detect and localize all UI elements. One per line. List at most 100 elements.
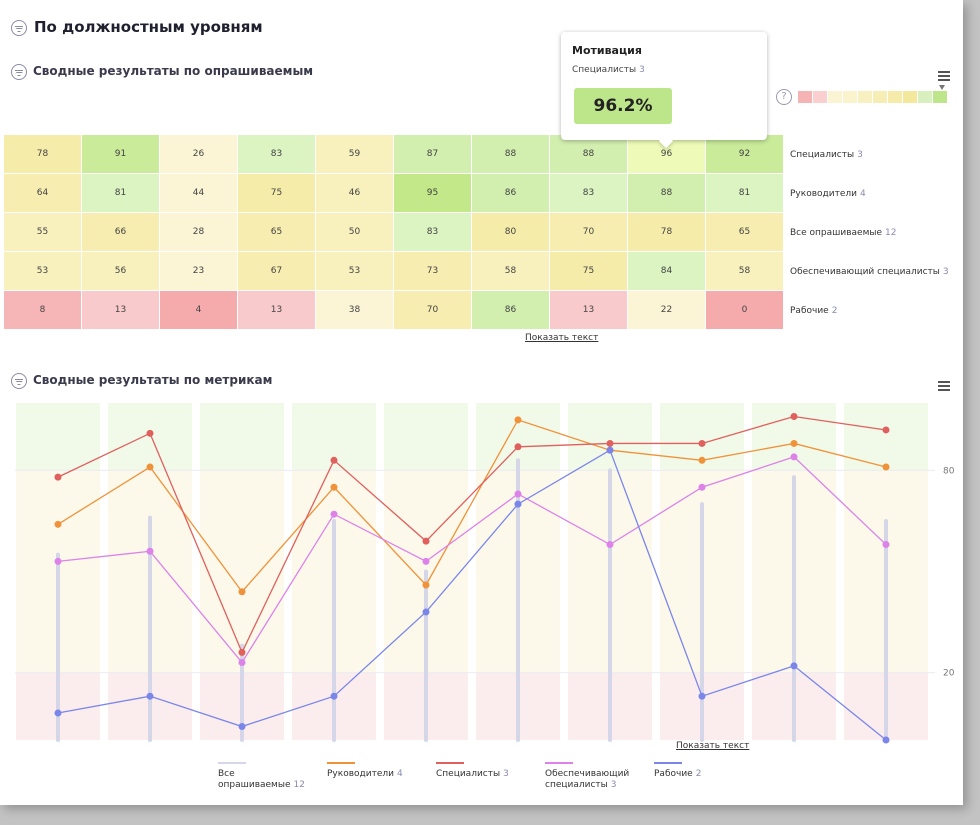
series-point (422, 557, 430, 565)
report-page: По должностным уровням Сводные результат… (0, 0, 963, 805)
heatmap-cell[interactable]: 26 (160, 135, 237, 173)
heatmap-cell[interactable]: 23 (160, 252, 237, 290)
heatmap-cell[interactable]: 66 (82, 213, 159, 251)
heatmap-cell[interactable]: 84 (628, 252, 705, 290)
filter-icon[interactable] (11, 373, 27, 389)
series-point (882, 463, 890, 471)
heatmap-cell[interactable]: 67 (238, 252, 315, 290)
row-label-count: 12 (885, 227, 897, 238)
legend-item[interactable]: Руководители 4 (327, 762, 403, 780)
heatmap-cell[interactable]: 13 (550, 291, 627, 329)
series-point (882, 541, 890, 549)
series-point (146, 547, 154, 555)
tooltip-title: Мотивация (572, 44, 642, 57)
series-point (330, 510, 338, 518)
heatmap-cell[interactable]: 92 (706, 135, 783, 173)
series-point (698, 692, 706, 700)
legend-item[interactable]: Рабочие 2 (654, 762, 701, 780)
heatmap-cell[interactable]: 53 (316, 252, 393, 290)
heatmap-cell[interactable]: 91 (82, 135, 159, 173)
heatmap-cell[interactable]: 64 (4, 174, 81, 212)
heatmap-cell[interactable]: 75 (550, 252, 627, 290)
heatmap-cell[interactable]: 83 (238, 135, 315, 173)
heatmap-cell[interactable]: 88 (628, 174, 705, 212)
heatmap-cell[interactable]: 81 (82, 174, 159, 212)
heatmap-cell[interactable]: 65 (238, 213, 315, 251)
heatmap-cell[interactable]: 75 (238, 174, 315, 212)
heatmap-cell[interactable]: 86 (472, 291, 549, 329)
heatmap-cell[interactable]: 83 (550, 174, 627, 212)
heatmap-cell[interactable]: 58 (706, 252, 783, 290)
heatmap-cell[interactable]: 4 (160, 291, 237, 329)
heatmap-cell[interactable]: 88 (472, 135, 549, 173)
chart-band (200, 403, 284, 471)
heatmap-cell[interactable]: 0 (706, 291, 783, 329)
heatmap-cell[interactable]: 13 (238, 291, 315, 329)
heatmap-cell[interactable]: 83 (394, 213, 471, 251)
heatmap-cell[interactable]: 13 (82, 291, 159, 329)
row-label-text: Специалисты (790, 149, 855, 160)
scale-swatch (888, 91, 902, 103)
heatmap-cell[interactable]: 81 (706, 174, 783, 212)
series-point (330, 692, 338, 700)
show-text-link[interactable]: Показать текст (525, 333, 599, 343)
heatmap-cell[interactable]: 95 (394, 174, 471, 212)
heatmap-cell[interactable]: 53 (4, 252, 81, 290)
heatmap-cell[interactable]: 59 (316, 135, 393, 173)
series-point (790, 412, 798, 420)
heatmap-cell[interactable]: 58 (472, 252, 549, 290)
heatmap-cell[interactable]: 50 (316, 213, 393, 251)
legend-count: 4 (396, 769, 403, 779)
row-label-text: Обеспечивающий специалисты (790, 266, 940, 277)
heatmap-cell[interactable]: 70 (550, 213, 627, 251)
show-text-link[interactable]: Показать текст (676, 741, 750, 751)
series-point (238, 723, 246, 731)
heatmap-cell[interactable]: 8 (4, 291, 81, 329)
chart-band (16, 403, 100, 471)
series-point (606, 439, 614, 447)
heatmap-cell[interactable]: 65 (706, 213, 783, 251)
filter-icon[interactable] (11, 20, 27, 36)
menu-icon[interactable] (938, 381, 950, 391)
heatmap-cell[interactable]: 80 (472, 213, 549, 251)
legend-item[interactable]: Специалисты 3 (436, 762, 509, 780)
series-point (54, 473, 62, 481)
page-title: По должностным уровням (34, 18, 263, 36)
heatmap-cell[interactable]: 78 (4, 135, 81, 173)
series-point (698, 439, 706, 447)
heatmap-cell[interactable]: 73 (394, 252, 471, 290)
series-point (790, 453, 798, 461)
scale-swatch (843, 91, 857, 103)
legend-item[interactable]: Обеспечивающий специалисты 3 (545, 762, 629, 791)
heatmap-cell[interactable]: 87 (394, 135, 471, 173)
heatmap-cell[interactable]: 78 (628, 213, 705, 251)
heatmap-cell[interactable]: 22 (628, 291, 705, 329)
heatmap-row-labels: Специалисты 3 Руководители 4 Все опрашиваемы… (790, 135, 949, 330)
legend-item[interactable]: Все опрашиваемые 12 (218, 762, 305, 791)
heatmap-cell[interactable]: 56 (82, 252, 159, 290)
heatmap-cell[interactable]: 38 (316, 291, 393, 329)
row-label-count: 3 (942, 266, 949, 277)
series-point (514, 416, 522, 424)
heatmap-cell[interactable]: 28 (160, 213, 237, 251)
help-icon[interactable]: ? (776, 89, 792, 105)
menu-icon[interactable] (938, 71, 950, 81)
series-point (882, 426, 890, 434)
series-point (606, 541, 614, 549)
heatmap-cell[interactable]: 86 (472, 174, 549, 212)
series-point (422, 581, 430, 589)
filter-icon[interactable] (11, 64, 27, 80)
scale-swatch (828, 91, 842, 103)
heatmap-cell[interactable]: 44 (160, 174, 237, 212)
scale-swatch (873, 91, 887, 103)
chart-band (844, 403, 928, 471)
row-label-text: Руководители (790, 188, 857, 199)
metrics-section-title: Сводные результаты по метрикам (33, 373, 273, 387)
heatmap-cell[interactable]: 46 (316, 174, 393, 212)
legend-swatch (654, 762, 682, 764)
heatmap-cell[interactable]: 55 (4, 213, 81, 251)
heatmap-cell[interactable]: 88 (550, 135, 627, 173)
heatmap-cell[interactable]: 70 (394, 291, 471, 329)
series-point (330, 483, 338, 491)
